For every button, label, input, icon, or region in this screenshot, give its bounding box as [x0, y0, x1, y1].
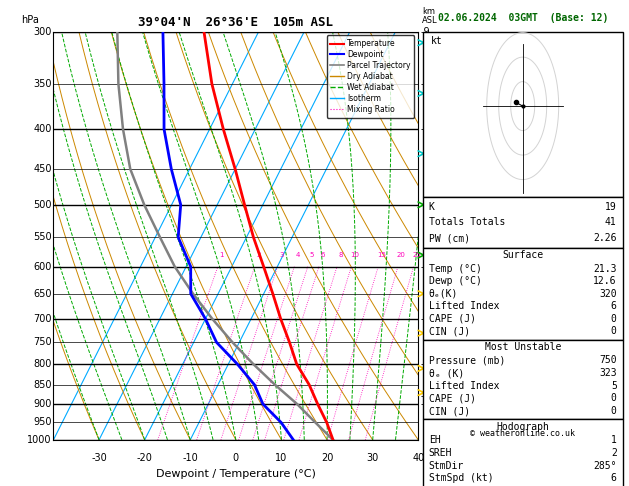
Text: 6: 6 — [611, 301, 616, 312]
Text: -20: -20 — [136, 453, 153, 463]
Text: -8: -8 — [420, 79, 430, 89]
Text: 0: 0 — [611, 406, 616, 416]
Text: 350: 350 — [33, 79, 52, 89]
Text: -6: -6 — [420, 200, 430, 210]
Text: 800: 800 — [33, 359, 52, 369]
Text: kt: kt — [431, 35, 442, 46]
Text: 1: 1 — [220, 252, 224, 258]
Text: 0: 0 — [611, 393, 616, 403]
Text: -9: -9 — [420, 27, 430, 36]
Text: θₑ (K): θₑ (K) — [429, 368, 464, 378]
Title: 39°04'N  26°36'E  105m ASL: 39°04'N 26°36'E 105m ASL — [138, 16, 333, 29]
Text: 285°: 285° — [593, 461, 616, 470]
Text: CIN (J): CIN (J) — [429, 406, 470, 416]
Text: 2: 2 — [257, 252, 261, 258]
Text: 8: 8 — [338, 252, 343, 258]
Text: CAPE (J): CAPE (J) — [429, 314, 476, 324]
Text: km
ASL: km ASL — [422, 7, 438, 25]
Text: 500: 500 — [33, 200, 52, 210]
Text: 1: 1 — [611, 435, 616, 445]
Text: 20: 20 — [321, 453, 333, 463]
Text: Lifted Index: Lifted Index — [429, 381, 499, 391]
Text: 4: 4 — [296, 252, 300, 258]
Text: -3: -3 — [420, 314, 430, 324]
Text: CAPE (J): CAPE (J) — [429, 393, 476, 403]
Text: 850: 850 — [33, 380, 52, 390]
Text: PW (cm): PW (cm) — [429, 233, 470, 243]
Text: 323: 323 — [599, 368, 616, 378]
Text: Mixing Ratio (g/kg): Mixing Ratio (g/kg) — [438, 196, 447, 276]
Text: 650: 650 — [33, 289, 52, 299]
Text: 2: 2 — [611, 448, 616, 458]
Text: -10: -10 — [182, 453, 198, 463]
Text: 950: 950 — [33, 417, 52, 428]
Text: 600: 600 — [33, 261, 52, 272]
Text: -5: -5 — [420, 261, 430, 272]
Text: © weatheronline.co.uk: © weatheronline.co.uk — [470, 429, 575, 438]
Text: 700: 700 — [33, 314, 52, 324]
Bar — [423, 248, 623, 340]
Text: 02.06.2024  03GMT  (Base: 12): 02.06.2024 03GMT (Base: 12) — [438, 14, 608, 23]
Text: -30: -30 — [91, 453, 107, 463]
Bar — [423, 197, 623, 248]
Text: 25: 25 — [413, 252, 421, 258]
Text: Lifted Index: Lifted Index — [429, 301, 499, 312]
Text: 19: 19 — [605, 202, 616, 212]
Text: -LCL: -LCL — [420, 392, 438, 401]
Text: 5: 5 — [611, 381, 616, 391]
Text: 1000: 1000 — [27, 435, 52, 445]
Text: 2.26: 2.26 — [593, 233, 616, 243]
Text: Most Unstable: Most Unstable — [484, 342, 561, 352]
Text: K: K — [429, 202, 435, 212]
Text: 12.6: 12.6 — [593, 276, 616, 286]
Text: StmSpd (kt): StmSpd (kt) — [429, 473, 493, 484]
Text: 30: 30 — [367, 453, 379, 463]
Text: 10: 10 — [276, 453, 287, 463]
Text: 41: 41 — [605, 217, 616, 227]
Text: 300: 300 — [33, 27, 52, 36]
Bar — [423, 32, 623, 197]
Text: 750: 750 — [33, 337, 52, 347]
Text: 40: 40 — [412, 453, 425, 463]
Text: 900: 900 — [33, 399, 52, 409]
Text: -7: -7 — [420, 124, 430, 134]
Text: 0: 0 — [611, 314, 616, 324]
Text: EH: EH — [429, 435, 440, 445]
Text: 21.3: 21.3 — [593, 263, 616, 274]
Text: 3: 3 — [279, 252, 284, 258]
Text: 10: 10 — [350, 252, 359, 258]
Text: Dewp (°C): Dewp (°C) — [429, 276, 482, 286]
Text: 750: 750 — [599, 355, 616, 365]
Text: CIN (J): CIN (J) — [429, 327, 470, 336]
Text: hPa: hPa — [21, 16, 39, 25]
Text: 450: 450 — [33, 164, 52, 174]
Text: 20: 20 — [397, 252, 406, 258]
Text: 550: 550 — [33, 232, 52, 242]
Text: 6: 6 — [611, 473, 616, 484]
Text: Temp (°C): Temp (°C) — [429, 263, 482, 274]
Text: Pressure (mb): Pressure (mb) — [429, 355, 505, 365]
Text: 15: 15 — [377, 252, 386, 258]
Text: θₑ(K): θₑ(K) — [429, 289, 458, 299]
Text: -1: -1 — [420, 399, 430, 409]
Text: 0: 0 — [233, 453, 239, 463]
Text: Hodograph: Hodograph — [496, 422, 549, 432]
Text: 5: 5 — [309, 252, 314, 258]
Bar — [423, 419, 623, 486]
Text: 0: 0 — [611, 327, 616, 336]
Text: Surface: Surface — [502, 250, 543, 260]
Text: StmDir: StmDir — [429, 461, 464, 470]
Text: 400: 400 — [33, 124, 52, 134]
Bar — [423, 340, 623, 419]
Text: 320: 320 — [599, 289, 616, 299]
Text: SREH: SREH — [429, 448, 452, 458]
Legend: Temperature, Dewpoint, Parcel Trajectory, Dry Adiabat, Wet Adiabat, Isotherm, Mi: Temperature, Dewpoint, Parcel Trajectory… — [326, 35, 415, 118]
Text: -2: -2 — [420, 359, 430, 369]
Text: Totals Totals: Totals Totals — [429, 217, 505, 227]
Text: Dewpoint / Temperature (°C): Dewpoint / Temperature (°C) — [156, 469, 316, 479]
Text: 6: 6 — [320, 252, 325, 258]
